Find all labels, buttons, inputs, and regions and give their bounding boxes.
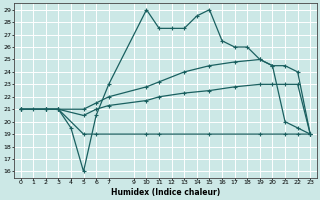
X-axis label: Humidex (Indice chaleur): Humidex (Indice chaleur): [111, 188, 220, 197]
